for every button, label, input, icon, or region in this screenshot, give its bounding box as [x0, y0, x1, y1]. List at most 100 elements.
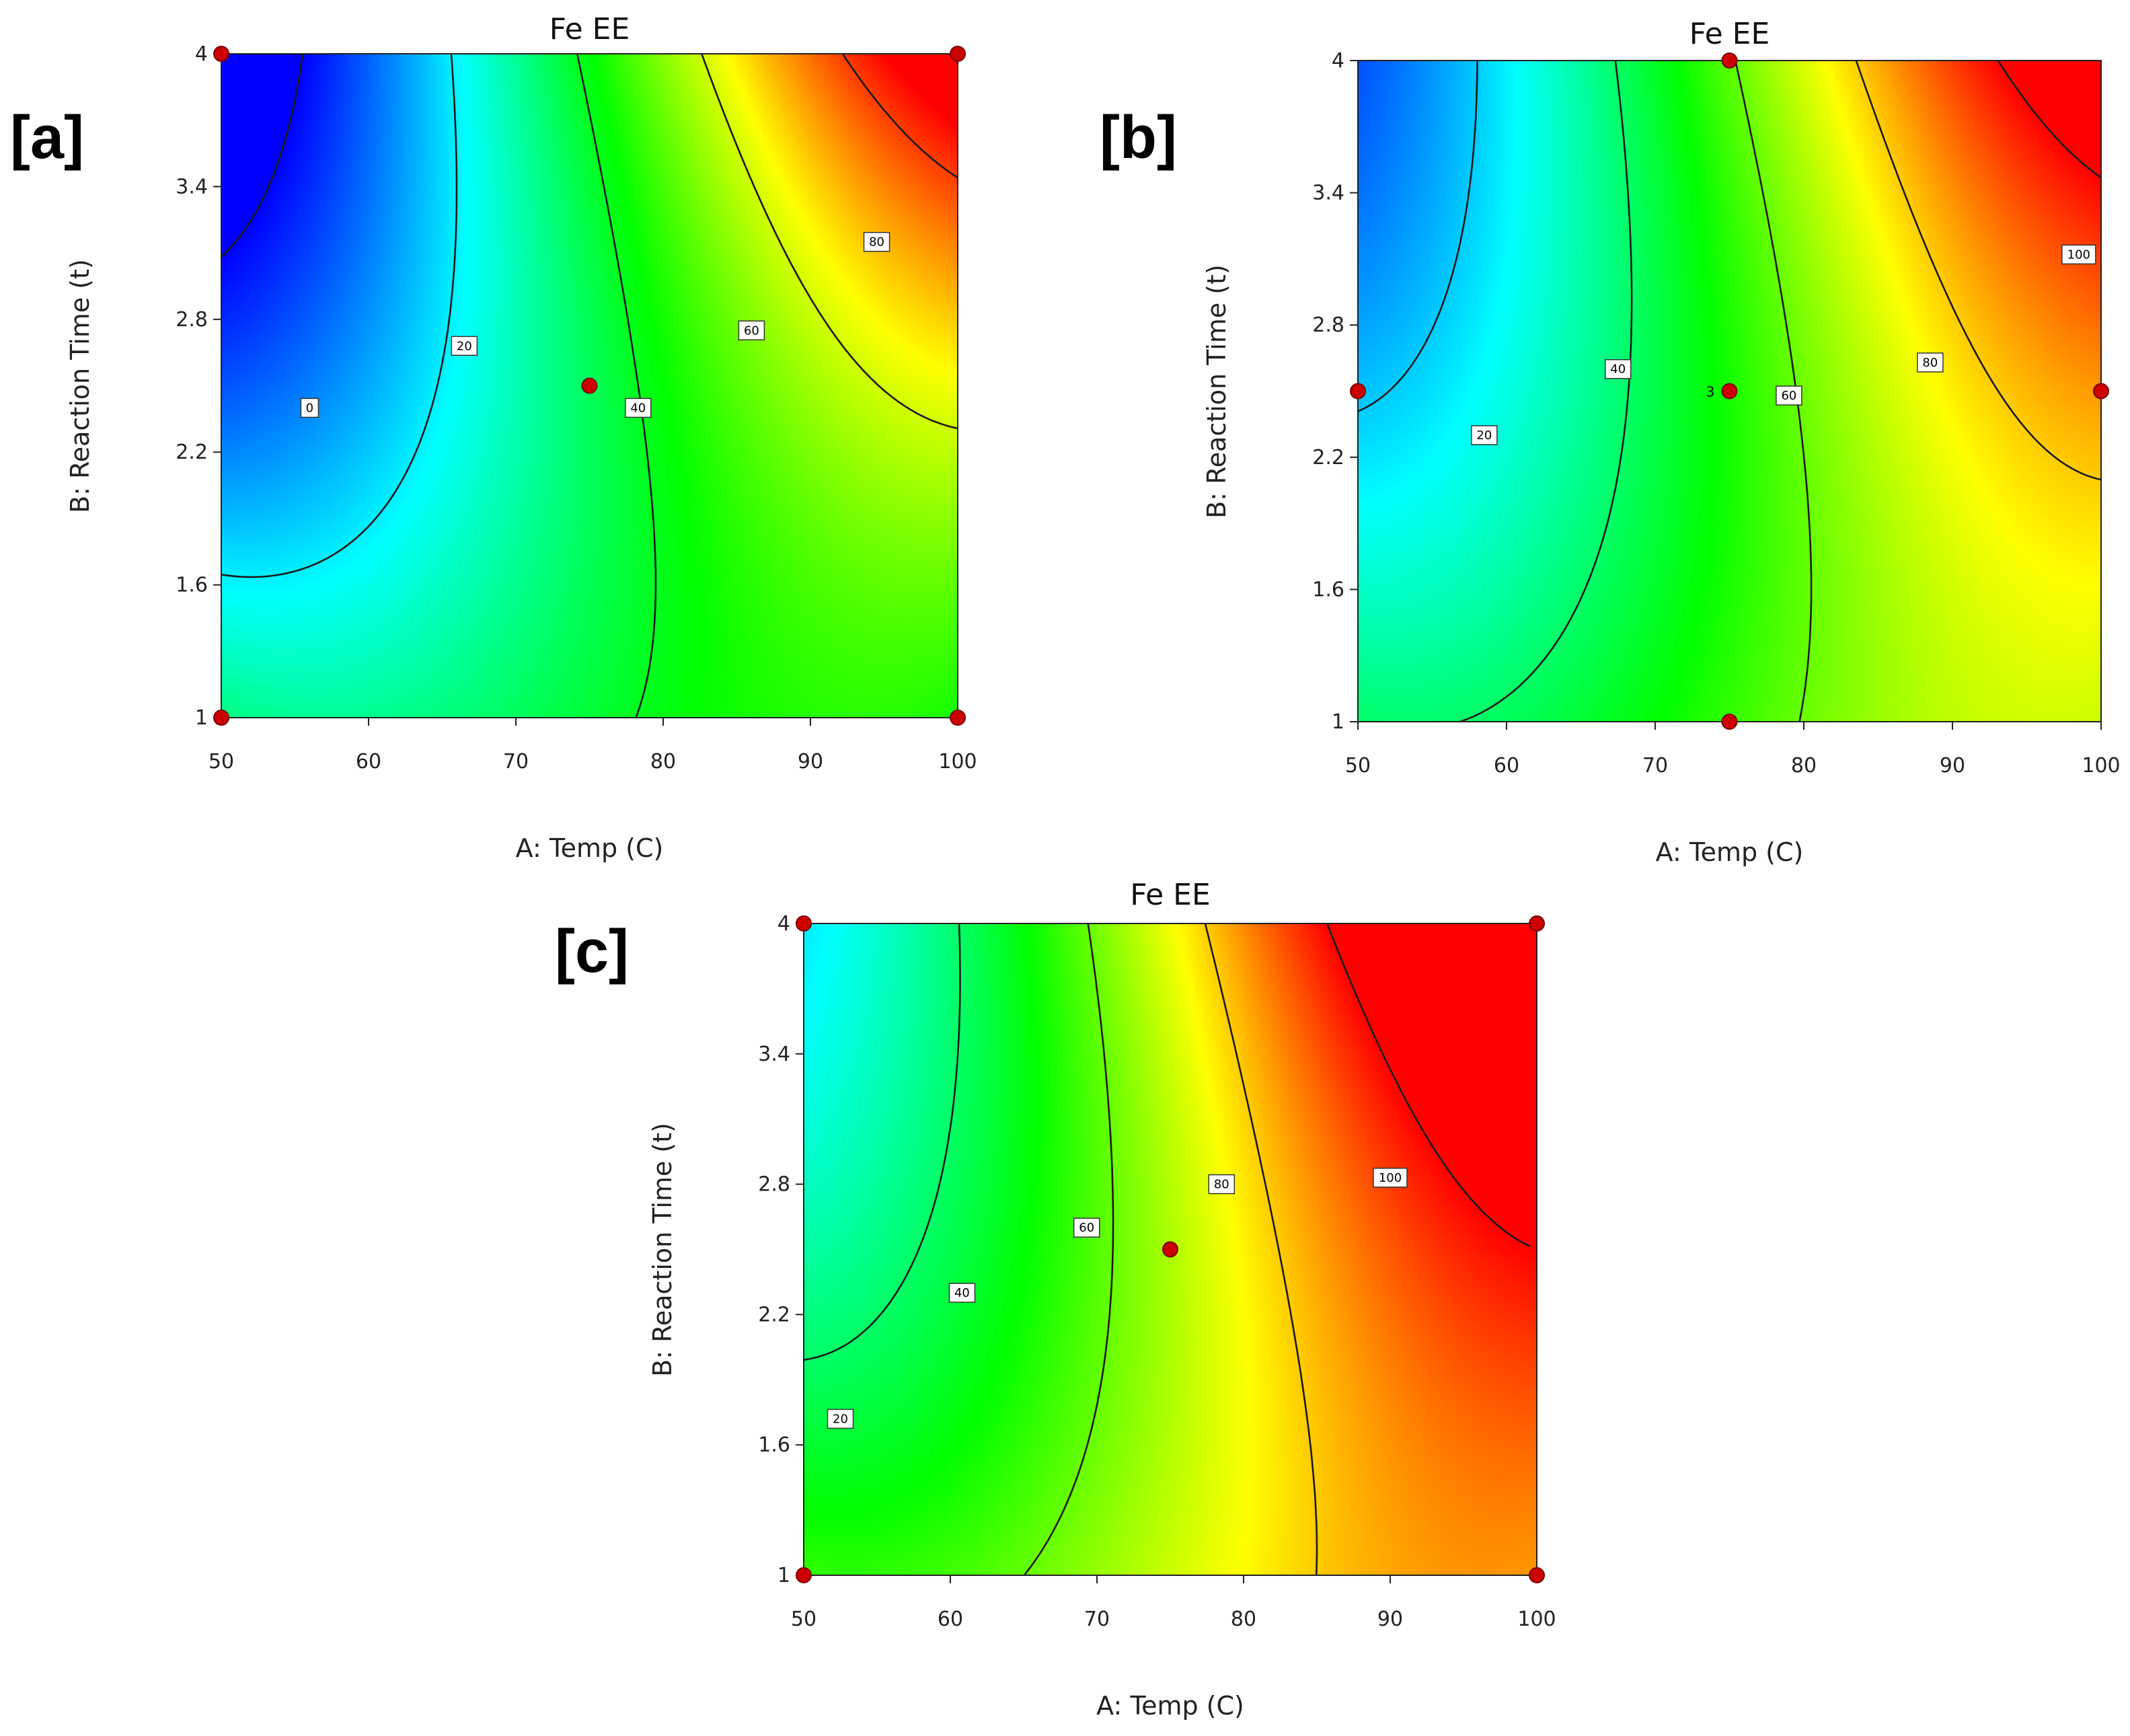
design-point: [1350, 383, 1366, 400]
contour-line-20: [221, 53, 458, 578]
panel-tag: [a]: [10, 104, 84, 172]
contour-label: 80: [869, 235, 884, 250]
design-point: [950, 46, 966, 62]
contour-line-40: [1459, 60, 1633, 723]
plot-frame: [221, 53, 958, 718]
contour-label: 40: [1610, 363, 1626, 377]
x-axis-title: A: Temp (C): [515, 833, 664, 863]
contour-label-box: [738, 320, 765, 340]
y-tick-label: 1.6: [758, 1433, 790, 1457]
contour-label: 100: [2067, 248, 2090, 262]
x-tick-label: 70: [503, 750, 529, 773]
y-tick-label: 2.8: [176, 308, 208, 332]
y-tick-label: 1.6: [176, 574, 208, 597]
design-point: [213, 710, 229, 726]
contour-label-box: [451, 336, 478, 356]
contour-label: 60: [1781, 389, 1796, 403]
contour-label-box: [300, 398, 319, 418]
x-tick-label: 100: [2082, 754, 2120, 778]
x-tick-label: 90: [1377, 1608, 1403, 1631]
x-tick-label: 80: [1791, 754, 1817, 778]
y-tick-label: 4: [777, 912, 790, 936]
design-point: [1721, 383, 1738, 400]
contour-label: 80: [1922, 356, 1938, 370]
contour-line-60: [1023, 923, 1114, 1576]
y-tick-label: 2.2: [1312, 446, 1344, 469]
contour-label-box: [2061, 244, 2096, 265]
x-tick-label: 80: [1231, 1608, 1256, 1631]
contour-label-box: [948, 1283, 976, 1303]
x-tick-label: 60: [1494, 754, 1519, 778]
contour-line-80: [1204, 923, 1318, 1576]
contour-label-box: [1471, 425, 1498, 445]
chart-title: Fe EE: [1689, 17, 1770, 51]
x-tick-label: 100: [938, 750, 977, 773]
x-tick-label: 90: [798, 750, 823, 773]
contour-line-80: [1855, 60, 2102, 481]
chart-title: Fe EE: [549, 12, 630, 46]
contour-label: 40: [954, 1286, 970, 1300]
contour-label-box: [625, 398, 652, 418]
design-point: [796, 1567, 812, 1583]
design-point: [581, 377, 598, 394]
contour-label: 60: [744, 324, 759, 338]
panel-tag: [b]: [1100, 104, 1177, 172]
contour-label-box: [827, 1408, 854, 1429]
contour-label: 20: [833, 1412, 848, 1426]
contour-line-60: [1735, 60, 1813, 722]
x-tick-label: 80: [650, 750, 676, 773]
plot-frame: [803, 923, 1537, 1576]
y-tick-label: 2.8: [1312, 313, 1344, 337]
y-tick-label: 1: [777, 1564, 790, 1587]
design-point: [1529, 1567, 1545, 1583]
y-tick-label: 3.4: [758, 1043, 790, 1066]
design-point: [1162, 1241, 1178, 1258]
contour-label: 20: [1476, 428, 1492, 443]
x-tick-label: 70: [1642, 754, 1668, 778]
contour-label: 20: [457, 339, 472, 353]
y-tick-label: 2.8: [758, 1173, 790, 1197]
contour-label: 40: [630, 401, 646, 415]
design-point: [950, 710, 966, 726]
x-tick-label: 100: [1517, 1608, 1556, 1631]
contour-label: 100: [1379, 1171, 1402, 1185]
y-tick-label: 2.2: [176, 441, 208, 464]
contour-label: 0: [306, 401, 313, 415]
contour-label-box: [1776, 385, 1802, 406]
contour-label-box: [1208, 1174, 1235, 1195]
design-point: [1721, 714, 1738, 730]
contour-label-box: [1373, 1168, 1408, 1188]
replicate-count-label: 3: [1706, 384, 1715, 400]
contour-label-box: [1605, 358, 1632, 379]
design-point: [1529, 915, 1545, 932]
x-tick-label: 50: [791, 1608, 816, 1631]
chart-title: Fe EE: [1130, 878, 1211, 912]
contour-label-box: [1073, 1217, 1100, 1238]
contour-label: 60: [1079, 1221, 1094, 1235]
design-point: [796, 915, 812, 932]
design-point: [213, 46, 229, 62]
y-axis-title: B: Reaction Time (t): [648, 1122, 677, 1377]
design-point: [1721, 52, 1738, 69]
x-tick-label: 60: [938, 1608, 963, 1631]
contour-line-100: [1326, 923, 1531, 1248]
contour-line-100: [1997, 60, 2102, 179]
x-axis-title: A: Temp (C): [1655, 837, 1804, 867]
contour-label: 80: [1214, 1178, 1229, 1192]
design-point: [2093, 383, 2109, 400]
contour-line-0: [221, 53, 304, 258]
y-tick-label: 1: [195, 706, 208, 730]
x-axis-title: A: Temp (C): [1096, 1691, 1244, 1721]
x-tick-label: 70: [1084, 1608, 1110, 1631]
x-tick-label: 50: [1345, 754, 1371, 778]
x-tick-label: 50: [208, 750, 234, 773]
y-tick-label: 1.6: [1312, 578, 1344, 601]
contour-label-box: [863, 231, 890, 252]
contour-line-20: [1357, 60, 1478, 412]
y-tick-label: 3.4: [176, 175, 208, 198]
contour-label-box: [1917, 352, 1944, 373]
